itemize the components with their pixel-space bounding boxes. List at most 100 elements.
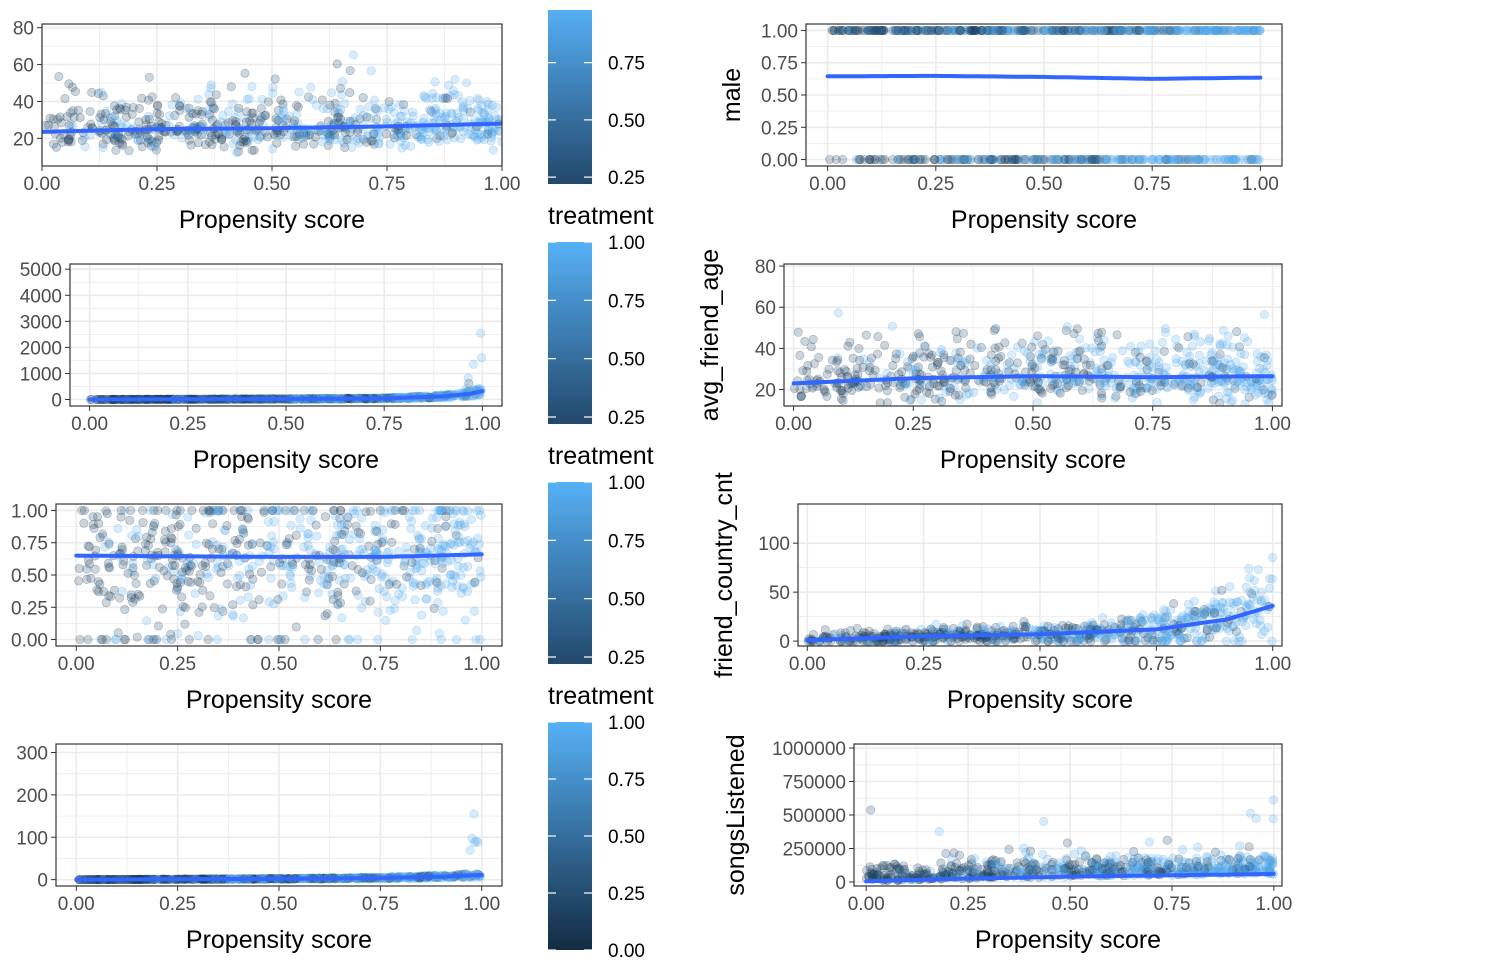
data-point xyxy=(184,635,194,645)
data-point xyxy=(835,25,845,35)
data-point xyxy=(838,155,848,165)
data-point xyxy=(441,521,451,531)
data-point xyxy=(843,341,853,351)
data-point xyxy=(1043,636,1053,646)
data-point xyxy=(109,585,119,595)
data-point xyxy=(410,595,420,605)
data-point xyxy=(433,586,443,596)
data-point xyxy=(1001,25,1011,35)
data-point xyxy=(98,635,108,645)
data-point xyxy=(1000,338,1010,348)
data-point xyxy=(430,105,440,115)
data-point xyxy=(1100,155,1110,165)
data-point xyxy=(1170,380,1180,390)
data-point xyxy=(1081,343,1091,353)
data-point xyxy=(312,100,322,110)
data-point xyxy=(465,543,475,553)
data-point xyxy=(408,107,418,117)
data-point xyxy=(152,138,162,148)
data-point xyxy=(336,135,346,145)
data-point xyxy=(266,562,276,572)
data-point xyxy=(228,115,238,125)
data-point xyxy=(77,135,87,145)
data-point xyxy=(903,25,913,35)
data-point xyxy=(905,155,915,165)
data-point xyxy=(402,572,412,582)
data-point xyxy=(1113,25,1123,35)
data-point xyxy=(833,355,843,365)
data-point xyxy=(939,353,949,363)
data-point xyxy=(1232,25,1242,35)
data-point xyxy=(872,25,882,35)
smooth-line xyxy=(791,374,1275,386)
data-point xyxy=(159,566,169,576)
data-point xyxy=(1072,636,1082,646)
data-point xyxy=(198,505,208,515)
data-point xyxy=(1211,155,1221,165)
data-point xyxy=(294,87,304,97)
data-point xyxy=(201,538,211,548)
data-point xyxy=(1250,25,1260,35)
data-point xyxy=(873,332,883,342)
data-point xyxy=(939,623,949,633)
data-point xyxy=(1144,360,1154,370)
data-point xyxy=(1215,608,1225,618)
data-point xyxy=(888,155,898,165)
data-point xyxy=(136,135,146,145)
data-point xyxy=(912,25,922,35)
data-point xyxy=(312,531,322,541)
data-point xyxy=(335,505,345,515)
data-point xyxy=(1110,25,1120,35)
data-point xyxy=(984,25,994,35)
data-point xyxy=(463,373,473,383)
data-point xyxy=(400,140,410,150)
data-point xyxy=(183,130,193,140)
data-point xyxy=(1007,350,1017,360)
data-point xyxy=(1231,155,1241,165)
data-point xyxy=(1012,342,1022,352)
data-point xyxy=(92,585,102,595)
data-point xyxy=(1238,25,1248,35)
data-point xyxy=(1239,25,1249,35)
data-point xyxy=(1082,360,1092,370)
data-point xyxy=(336,104,346,114)
data-point xyxy=(1142,383,1152,393)
data-point xyxy=(977,155,987,165)
data-point xyxy=(66,120,76,130)
data-point xyxy=(1100,636,1110,646)
data-point xyxy=(287,582,297,592)
data-point xyxy=(1255,25,1265,35)
data-point xyxy=(1097,393,1107,403)
x-tick-label: 1.00 xyxy=(464,414,501,435)
data-point xyxy=(82,574,92,584)
data-point xyxy=(301,131,311,141)
data-point xyxy=(1064,155,1074,165)
data-point xyxy=(203,635,213,645)
data-point xyxy=(114,130,124,140)
data-point xyxy=(882,386,892,396)
data-point xyxy=(256,567,266,577)
data-point xyxy=(920,342,930,352)
data-point xyxy=(206,97,216,107)
data-point xyxy=(313,635,323,645)
data-point xyxy=(476,510,486,520)
data-point xyxy=(1099,155,1109,165)
data-point xyxy=(281,505,291,515)
data-point xyxy=(1192,155,1202,165)
data-point xyxy=(931,619,941,629)
data-point xyxy=(366,575,376,585)
data-point xyxy=(891,25,901,35)
data-point xyxy=(1057,620,1067,630)
data-point xyxy=(1053,25,1063,35)
data-point xyxy=(971,25,981,35)
data-point xyxy=(968,25,978,35)
data-point xyxy=(1219,379,1229,389)
data-point xyxy=(941,25,951,35)
data-point xyxy=(1103,25,1113,35)
data-point xyxy=(370,527,380,537)
x-tick-label: 0.75 xyxy=(362,654,399,675)
data-point xyxy=(1220,155,1230,165)
data-point xyxy=(1146,613,1156,623)
data-point xyxy=(920,155,930,165)
data-point xyxy=(217,134,227,144)
